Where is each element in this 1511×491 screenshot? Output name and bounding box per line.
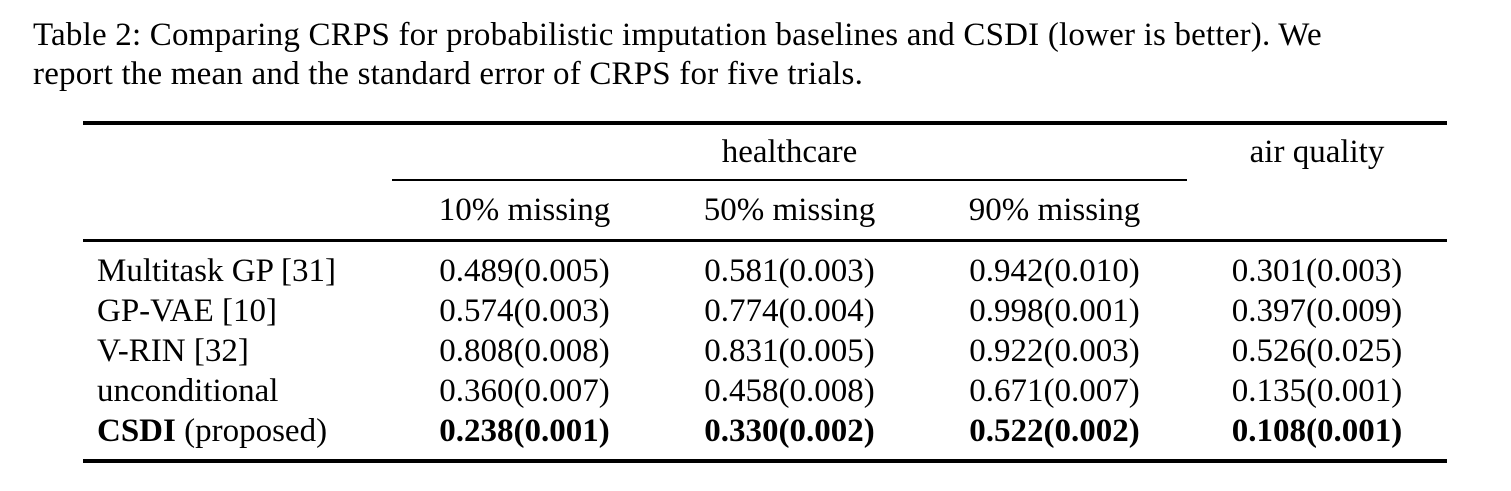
row-label-method: CSDI — [97, 413, 176, 449]
row-label: CSDI (proposed) — [83, 411, 392, 451]
group-header-row: healthcare air quality — [83, 125, 1447, 179]
table-row: unconditional 0.360(0.007) 0.458(0.008) … — [83, 371, 1447, 411]
table-mid-rule — [83, 239, 1447, 242]
cell-value: 0.774(0.004) — [704, 293, 875, 329]
group-header-healthcare: healthcare — [721, 134, 858, 170]
healthcare-cmidrule — [392, 179, 1187, 181]
table-row: GP-VAE [10] 0.574(0.003) 0.774(0.004) 0.… — [83, 291, 1447, 331]
sub-header-row: 10% missing 50% missing 90% missing — [83, 181, 1447, 239]
results-table: healthcare air quality 10% missing 50% m… — [83, 121, 1447, 463]
cell-value: 0.671(0.007) — [969, 373, 1140, 409]
cell-value: 0.922(0.003) — [969, 333, 1140, 369]
caption-line-2: report the mean and the standard error o… — [33, 56, 864, 92]
cell-value: 0.831(0.005) — [704, 333, 875, 369]
cell-value: 0.458(0.008) — [704, 373, 875, 409]
cell-value: 0.489(0.005) — [439, 253, 610, 289]
table-body: Multitask GP [31] 0.489(0.005) 0.581(0.0… — [83, 242, 1447, 459]
table-bottom-rule — [83, 459, 1447, 463]
row-label-proposed-suffix: (proposed) — [175, 413, 328, 449]
row-label: V-RIN [32] — [97, 333, 249, 369]
table-row: Multitask GP [31] 0.489(0.005) 0.581(0.0… — [83, 251, 1447, 291]
table-row: V-RIN [32] 0.808(0.008) 0.831(0.005) 0.9… — [83, 331, 1447, 371]
cell-value: 0.301(0.003) — [1231, 253, 1403, 289]
table-top-rule — [83, 121, 1447, 125]
sub-header-10-missing: 10% missing — [438, 192, 611, 228]
cell-value: 0.108(0.001) — [1231, 413, 1403, 449]
row-label: unconditional — [97, 373, 279, 409]
table-row-csdi: CSDI (proposed) 0.238(0.001) 0.330(0.002… — [83, 411, 1447, 451]
healthcare-cmidrule-row — [83, 179, 1447, 181]
cell-value: 0.581(0.003) — [704, 253, 875, 289]
sub-header-50-missing: 50% missing — [703, 192, 876, 228]
table-caption: Table 2: Comparing CRPS for probabilisti… — [33, 16, 1322, 94]
group-header-air-quality: air quality — [1249, 134, 1385, 170]
cell-value: 0.360(0.007) — [439, 373, 610, 409]
row-label: Multitask GP [31] — [97, 253, 336, 289]
sub-header-air-quality-empty — [1187, 181, 1447, 239]
cell-value: 0.330(0.002) — [704, 413, 875, 449]
cell-value: 0.942(0.010) — [969, 253, 1140, 289]
sub-header-90-missing: 90% missing — [968, 192, 1141, 228]
cell-value: 0.526(0.025) — [1231, 333, 1403, 369]
group-header-spacer — [83, 125, 392, 179]
row-label: GP-VAE [10] — [97, 293, 277, 329]
caption-line-1: Table 2: Comparing CRPS for probabilisti… — [33, 17, 1322, 53]
cell-value: 0.397(0.009) — [1231, 293, 1403, 329]
sub-header-spacer — [83, 181, 392, 239]
cell-value: 0.238(0.001) — [439, 413, 610, 449]
cell-value: 0.808(0.008) — [439, 333, 610, 369]
cell-value: 0.998(0.001) — [969, 293, 1140, 329]
cell-value: 0.574(0.003) — [439, 293, 610, 329]
cell-value: 0.522(0.002) — [969, 413, 1140, 449]
cell-value: 0.135(0.001) — [1231, 373, 1403, 409]
